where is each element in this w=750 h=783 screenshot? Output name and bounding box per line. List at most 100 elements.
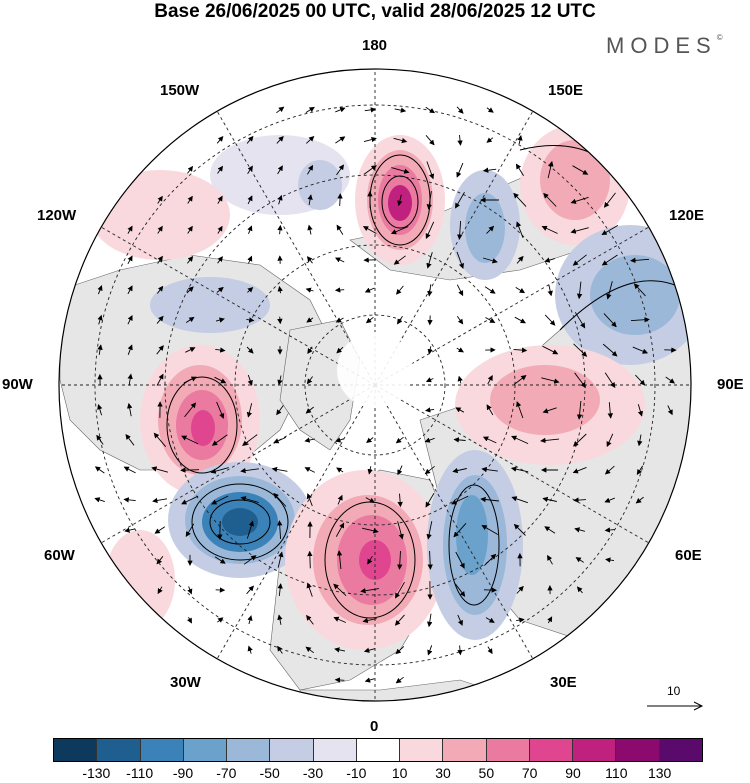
map-title: Base 26/06/2025 00 UTC, valid 28/06/2025… [154,1,596,22]
colorbar-swatch [356,739,401,761]
wind-arrow-icon [243,555,257,565]
wind-arrow-icon [186,616,192,624]
wind-arrow-icon [570,227,589,234]
wind-arrow-icon [334,257,345,263]
wind-arrow-icon [305,106,315,113]
wind-arrow-icon [572,254,587,266]
wind-arrow-icon [365,316,374,324]
wind-arrow-icon [637,434,643,447]
wind-arrow-icon [246,520,254,539]
colorbar-tick-label: -30 [302,765,324,781]
wind-arrow-icon [575,557,584,563]
wind-arrow-icon [395,581,405,599]
contour-layer [166,145,691,619]
wind-arrow-icon [277,614,283,625]
wind-arrow-icon [516,255,524,264]
wind-arrow-icon [576,586,583,594]
wind-arrow-icon [125,433,135,446]
wind-arrow-icon [487,375,493,385]
wind-arrow-icon [513,347,528,353]
wind-arrow-icon [426,521,433,540]
lon-label-90e: 90E [717,376,744,393]
wind-arrow-icon [635,496,644,504]
wind-arrow-icon [396,285,404,295]
wind-arrow-icon [606,281,613,300]
wind-arrow-icon [427,346,433,355]
wind-arrow-icon [277,194,283,205]
wind-arrow-icon [210,467,229,474]
wind-arrow-icon [511,496,528,504]
wind-arrow-icon [247,374,253,386]
wind-arrow-icon [603,313,617,328]
lon-label-60w: 60W [44,547,75,564]
wind-arrow-icon [366,437,374,444]
wind-arrow-icon [604,372,616,388]
wind-arrow-icon [513,523,526,536]
colorbar-swatch [313,739,357,761]
wind-arrow-icon [574,372,586,388]
wind-arrow-icon [547,160,554,179]
colorbar-swatch [140,739,184,761]
wind-arrow-icon [305,287,314,293]
colorbar-swatch [486,739,530,761]
wind-arrow-icon [336,164,345,176]
colorbar-tick-label: 50 [478,765,495,781]
map-border [58,68,692,702]
wind-arrow-icon [544,314,556,326]
wind-arrow-icon [425,407,435,413]
wind-arrow-icon [541,225,558,234]
wind-arrow-icon [604,527,615,533]
colorbar-swatch [183,739,228,761]
wind-arrow-icon [277,224,283,235]
wind-arrow-icon [394,107,407,113]
wind-arrow-icon [544,526,556,534]
colorbar-swatch [270,739,314,761]
wind-arrow-icon [307,346,313,355]
wind-arrow-icon [486,137,494,143]
wind-arrow-icon [425,135,435,146]
wind-arrow-icon [97,403,103,416]
wind-arrow-icon [426,161,435,180]
wind-arrow-icon [336,550,343,570]
colorbar-tick-label: -50 [259,765,280,781]
wind-arrow-icon [603,192,616,208]
wind-arrow-icon [397,521,404,540]
wind-arrow-icon [334,287,345,293]
wind-arrow-icon [451,495,469,505]
wind-arrow-icon [607,402,613,419]
wind-arrow-icon [397,465,403,476]
wind-arrow-icon [425,221,435,240]
wind-arrow-icon [156,285,164,294]
wind-arrow-icon [211,434,228,446]
wind-arrow-icon [573,497,586,503]
wind-arrow-icon [277,285,283,294]
wind-arrow-icon [362,226,377,234]
wind-arrow-icon [247,225,253,234]
wind-arrow-icon [335,107,346,113]
colorbar-swatch [97,739,141,761]
wind-arrow-icon [572,466,587,474]
wind-arrow-icon [307,164,314,175]
wind-arrow-icon [425,106,436,114]
wind-arrow-icon [456,284,464,297]
wind-arrow-icon [157,586,163,595]
wind-arrow-icon [333,583,347,597]
wind-arrow-icon [304,467,315,473]
lon-label-30w: 30W [170,674,201,691]
wind-arrow-icon [427,613,433,628]
wind-arrow-icon [305,406,314,414]
wind-arrow-icon [277,375,283,386]
wind-arrow-icon [570,196,589,204]
wind-arrow-icon [216,401,225,419]
wind-arrow-icon [277,316,283,325]
anomaly-positive-gulf-alaska [90,170,230,260]
wind-arrow-icon [397,550,403,570]
lon-label-60e: 60E [675,547,702,564]
wind-arrow-icon [336,467,344,473]
wind-arrow-icon [211,495,229,505]
colorbar-tick-label: 130 [647,765,672,781]
wind-arrow-icon [516,401,524,419]
wind-arrow-icon [542,496,557,503]
wind-arrow-icon [543,192,557,207]
